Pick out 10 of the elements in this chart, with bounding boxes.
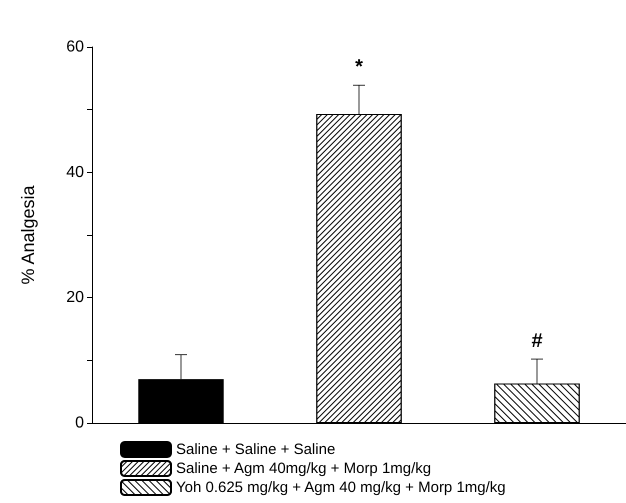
y-tick-label: 0: [75, 414, 84, 432]
legend-label: Yoh 0.625 mg/kg + Agm 40 mg/kg + Morp 1mg/kg: [176, 479, 506, 496]
legend-label: Saline + Agm 40mg/kg + Morp 1mg/kg: [176, 460, 432, 477]
y-tick-label: 40: [66, 164, 84, 181]
y-axis-title: % Analgesia: [18, 184, 38, 285]
legend-label: Saline + Saline + Saline: [176, 441, 336, 458]
data-label: #: [531, 330, 543, 352]
y-tick-label: 20: [66, 289, 84, 306]
data-label: *: [355, 56, 364, 78]
y-tick-label: 60: [66, 38, 84, 56]
